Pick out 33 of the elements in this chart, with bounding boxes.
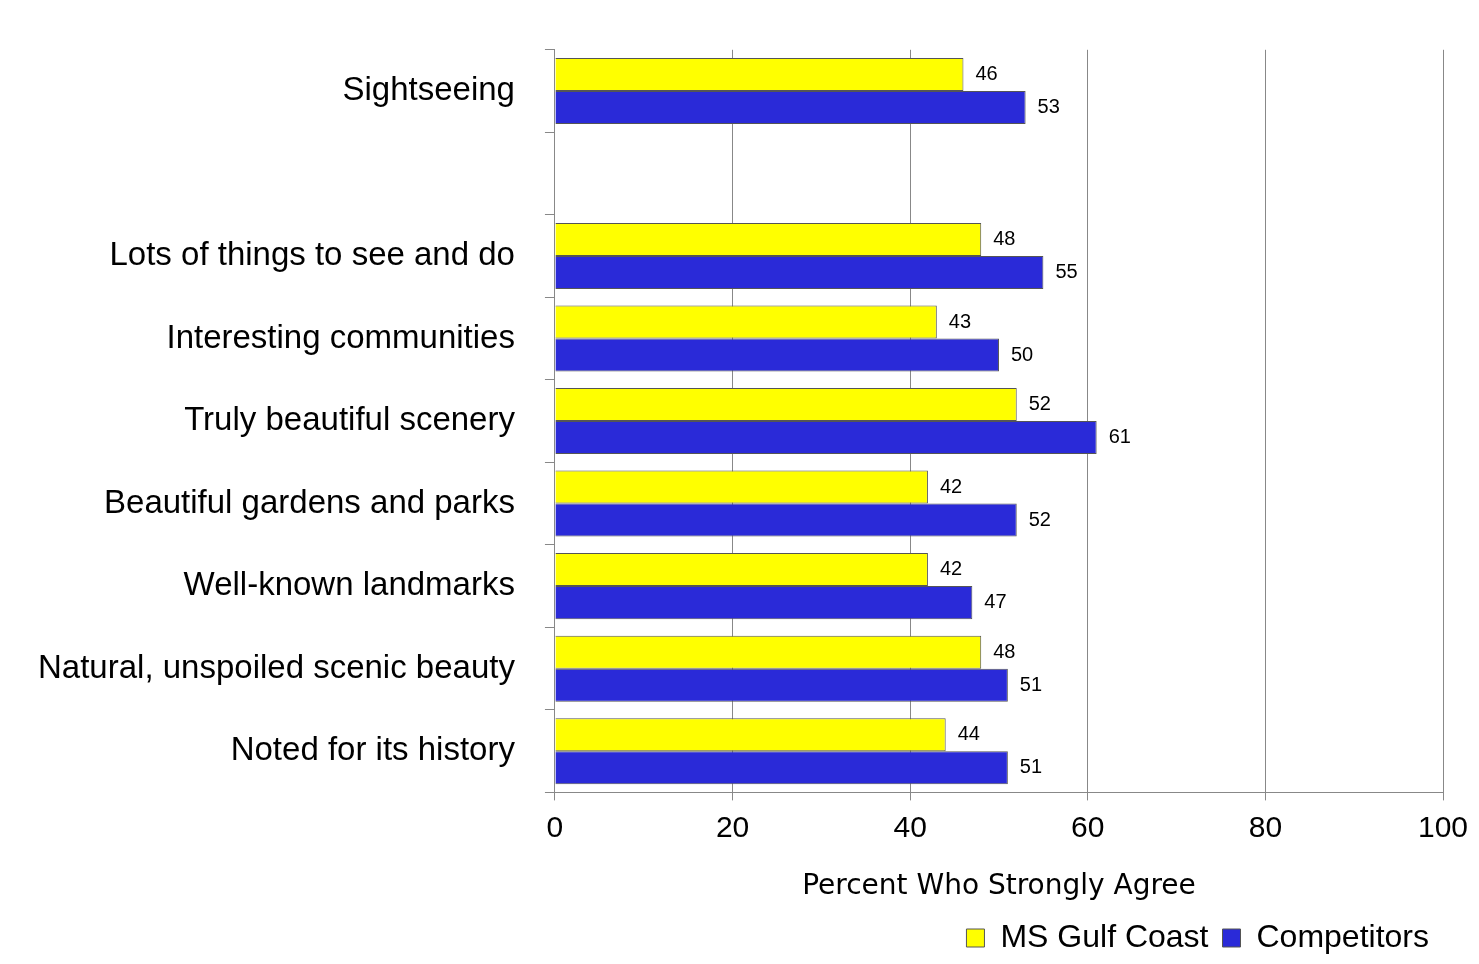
legend-label: Competitors bbox=[1256, 917, 1429, 954]
y-tick-label: Natural, unspoiled scenic beauty bbox=[38, 647, 516, 685]
x-tick-label: 60 bbox=[1071, 809, 1105, 843]
x-tick-label: 80 bbox=[1248, 809, 1283, 843]
data-label: 42 bbox=[939, 557, 963, 580]
x-axis-title: Percent Who Strongly Agree bbox=[802, 868, 1196, 902]
data-label: 48 bbox=[993, 639, 1016, 662]
y-tick-label: Well-known landmarks bbox=[183, 565, 515, 603]
data-label: 42 bbox=[939, 474, 963, 497]
y-tick-label: Truly beautiful scenery bbox=[184, 400, 516, 438]
data-label: 53 bbox=[1037, 95, 1060, 118]
y-tick-label: Beautiful gardens and parks bbox=[104, 482, 515, 520]
y-tick-label: Sightseeing bbox=[342, 70, 515, 108]
data-label: 43 bbox=[948, 309, 972, 332]
x-tick-label: 40 bbox=[893, 809, 927, 843]
x-tick-label: 20 bbox=[715, 809, 750, 843]
data-label: 48 bbox=[993, 227, 1016, 250]
data-label: 55 bbox=[1055, 260, 1078, 283]
data-label: 61 bbox=[1108, 425, 1131, 448]
y-tick-label: Noted for its history bbox=[230, 730, 516, 768]
data-label: 52 bbox=[1028, 392, 1051, 415]
data-label: 47 bbox=[984, 590, 1007, 613]
y-tick-label: Interesting communities bbox=[166, 317, 515, 355]
data-label: 51 bbox=[1019, 755, 1043, 778]
legend-label: MS Gulf Coast bbox=[1000, 917, 1209, 954]
data-label: 44 bbox=[957, 722, 980, 745]
data-label: 51 bbox=[1019, 672, 1043, 695]
y-tick-label: Lots of things to see and do bbox=[109, 235, 515, 273]
x-tick-label: 0 bbox=[546, 809, 564, 843]
data-label: 50 bbox=[1010, 342, 1034, 365]
data-label: 46 bbox=[975, 62, 998, 85]
x-tick-label: 100 bbox=[1417, 809, 1469, 843]
data-label: 52 bbox=[1028, 507, 1051, 530]
